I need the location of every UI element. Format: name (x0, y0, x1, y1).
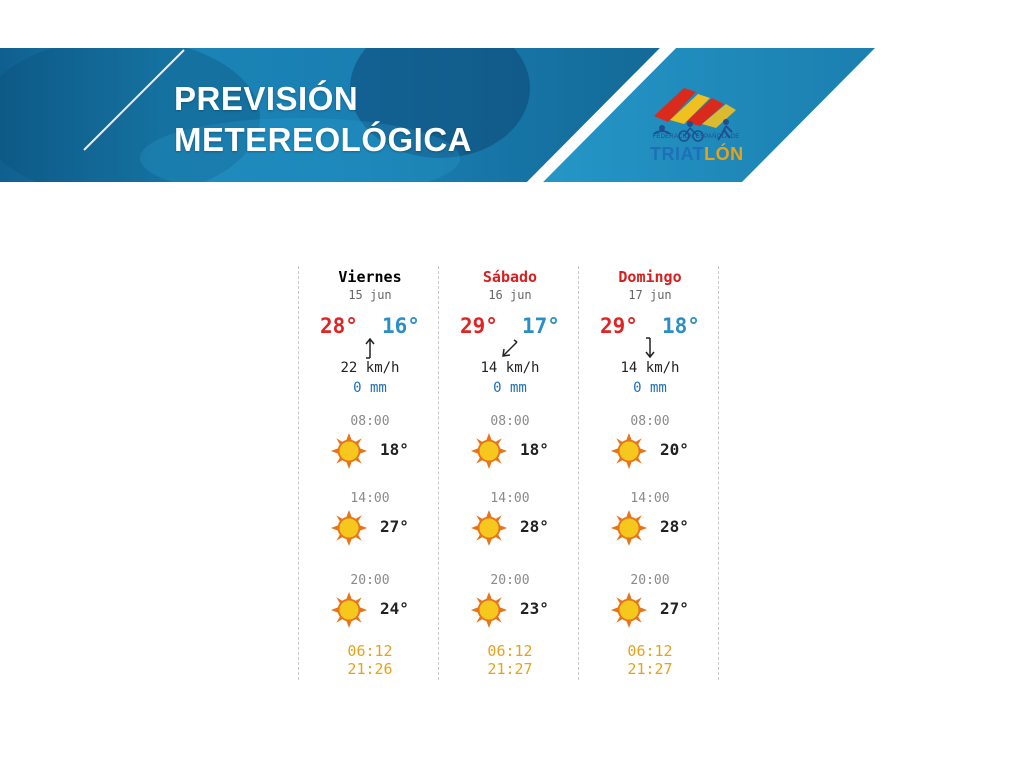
slot-time: 20:00 (630, 573, 670, 588)
wind-arrow-south-icon (645, 337, 655, 359)
sun-icon (470, 509, 508, 547)
day-name: Domingo (618, 268, 682, 286)
triathlon-federation-logo (653, 88, 736, 142)
slot-temperature: 27° (380, 517, 409, 536)
precipitation: 0 mm (493, 380, 527, 396)
sun-icon (330, 432, 368, 470)
sunset-time: 21:27 (487, 660, 533, 678)
day-column-sunday: Domingo 17 jun 29° 18° 14 km/h 0 mm 08:0… (580, 262, 720, 682)
wind-speed: 14 km/h (480, 360, 540, 376)
day-column-friday: Viernes 15 jun 28° 16° 22 km/h 0 mm 08:0… (300, 262, 440, 682)
slot-temperature: 28° (520, 517, 549, 536)
slot-temperature: 27° (660, 599, 689, 618)
slot-time: 08:00 (350, 414, 390, 429)
header-banner: PREVISIÓN METEREOLÓGICA FEDERACIÓN ESPAÑ… (0, 48, 1024, 182)
sun-icon (330, 591, 368, 629)
max-temperature: 29° (460, 314, 498, 338)
slot-temperature: 23° (520, 599, 549, 618)
logo-federation-text: FEDERACIÓN ESPAÑOLA DE (652, 134, 740, 140)
wind-arrow-southwest-icon (502, 339, 518, 357)
day-column-saturday: Sábado 16 jun 29° 17° 14 km/h 0 mm 08:00… (440, 262, 580, 682)
min-temperature: 17° (522, 314, 560, 338)
sunset-time: 21:26 (347, 660, 393, 678)
slot-temperature: 18° (520, 440, 549, 459)
sun-icon (330, 509, 368, 547)
slot-temperature: 20° (660, 440, 689, 459)
column-divider (578, 266, 579, 680)
sun-icon (610, 509, 648, 547)
sun-icon (610, 432, 648, 470)
slot-time: 08:00 (630, 414, 670, 429)
sunrise-time: 06:12 (627, 642, 673, 660)
slot-temperature: 28° (660, 517, 689, 536)
precipitation: 0 mm (353, 380, 387, 396)
page-title-line-2: METEREOLÓGICA (174, 121, 473, 158)
column-divider (438, 266, 439, 680)
slot-temperature: 18° (380, 440, 409, 459)
sun-icon (470, 591, 508, 629)
wind-arrow-north-icon (365, 337, 375, 359)
logo-wordmark-part-1: TRIAT (650, 144, 705, 164)
slot-time: 20:00 (490, 573, 530, 588)
day-date: 16 jun (488, 288, 532, 302)
banner-background (0, 48, 875, 182)
slot-temperature: 24° (380, 599, 409, 618)
day-name: Viernes (338, 268, 402, 286)
logo-wordmark-part-2: LÓN (704, 144, 744, 164)
page-title: PREVISIÓN METEREOLÓGICA (174, 78, 472, 160)
day-date: 15 jun (348, 288, 392, 302)
slot-time: 08:00 (490, 414, 530, 429)
column-divider (298, 266, 299, 680)
sunset-time: 21:27 (627, 660, 673, 678)
slot-time: 14:00 (490, 491, 530, 506)
min-temperature: 18° (662, 314, 700, 338)
sun-icon (610, 591, 648, 629)
logo-wordmark: TRIATLÓN (650, 144, 744, 165)
max-temperature: 28° (320, 314, 358, 338)
slot-time: 20:00 (350, 573, 390, 588)
sunrise-time: 06:12 (487, 642, 533, 660)
precipitation: 0 mm (633, 380, 667, 396)
column-divider (718, 266, 719, 680)
weather-forecast: Viernes 15 jun 28° 16° 22 km/h 0 mm 08:0… (296, 262, 724, 682)
day-date: 17 jun (628, 288, 672, 302)
wind-speed: 14 km/h (620, 360, 680, 376)
max-temperature: 29° (600, 314, 638, 338)
sun-icon (470, 432, 508, 470)
sunrise-time: 06:12 (347, 642, 393, 660)
day-name: Sábado (482, 268, 538, 286)
min-temperature: 16° (382, 314, 420, 338)
slot-time: 14:00 (630, 491, 670, 506)
slot-time: 14:00 (350, 491, 390, 506)
page-title-line-1: PREVISIÓN (174, 80, 359, 117)
wind-speed: 22 km/h (340, 360, 400, 376)
